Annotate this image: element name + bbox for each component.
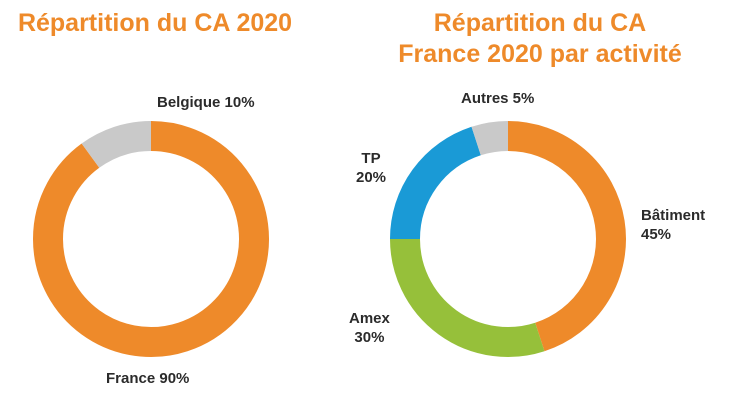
slice-label-belgique: Belgique 10% xyxy=(157,94,255,113)
slice-label-tp-name: TP xyxy=(361,150,381,167)
donut-slice-autres xyxy=(471,121,509,156)
slice-label-amex-pct: 30% xyxy=(354,328,385,346)
slice-label-amex: Amex 30% xyxy=(349,310,390,348)
slice-label-autres: Autres 5% xyxy=(461,90,534,109)
slice-label-amex-name: Amex xyxy=(349,310,390,327)
slice-label-belgique-text: Belgique 10% xyxy=(157,94,255,111)
slice-label-autres-text: Autres 5% xyxy=(461,90,535,107)
chart-title-ca-2020: Répartition du CA 2020 xyxy=(17,9,293,37)
donut-slice-tp xyxy=(390,126,482,240)
slice-label-tp: TP 20% xyxy=(356,150,386,188)
slice-label-batiment-pct: 45% xyxy=(641,225,672,243)
donut-slice-batiment xyxy=(507,121,626,352)
slice-label-batiment-name: Bâtiment xyxy=(641,207,706,224)
chart-title-line-2: France 2020 par activité xyxy=(398,39,682,68)
chart-title-ca-france-activite: Répartition du CA France 2020 par activi… xyxy=(350,8,730,69)
slice-label-tp-pct: 20% xyxy=(356,168,387,186)
slice-label-france: France 90% xyxy=(106,370,189,389)
donut-slice-amex xyxy=(390,238,545,357)
chart-title-line-1: Répartition du CA xyxy=(433,9,647,37)
donut-slice-france xyxy=(33,121,269,357)
slice-label-france-text: France 90% xyxy=(106,370,190,387)
slice-label-batiment: Bâtiment 45% xyxy=(641,207,705,245)
donut-slice-belgique xyxy=(81,121,152,169)
